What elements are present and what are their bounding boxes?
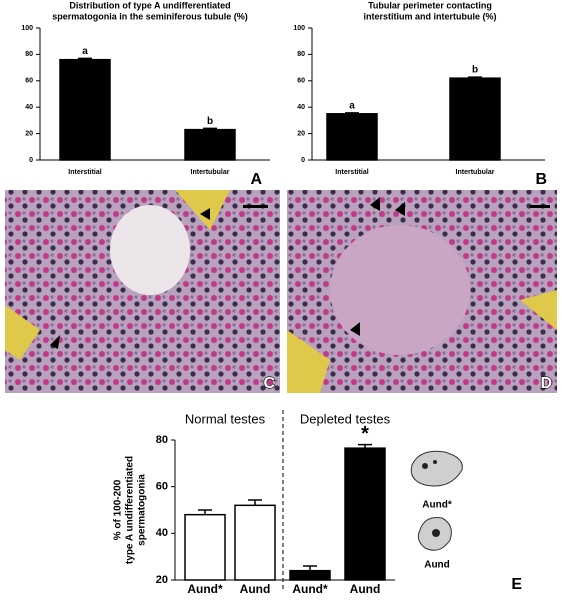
x-tick-label: Aund* [187,582,223,596]
error-bar [468,76,482,79]
micrograph [5,190,280,393]
y-tick-label: 60 [297,78,305,85]
panel-label: C [263,375,275,392]
panel-label: D [540,375,552,392]
y-tick-label: 40 [156,527,168,539]
y-axis-label: % of 100-200 [113,479,124,540]
y-tick-label: 80 [25,51,33,58]
y-tick-label: 80 [156,434,168,446]
y-tick-label: 80 [297,51,305,58]
y-tick-label: 40 [297,104,305,111]
y-tick-label: 60 [25,78,33,85]
y-tick-label: 100 [293,25,305,32]
y-axis-label: spermatogonia [137,474,148,546]
y-tick-label: 20 [297,130,305,137]
cell-label: Aund [424,560,450,571]
x-tick-label: Intertubular [191,169,230,176]
chart-title: Tubular perimeter contacting [368,0,492,10]
chart-title: spermatogonia in the seminiferous tubule… [52,11,248,21]
y-axis-label: type A undifferentiated [125,456,136,564]
error-bar [303,565,317,571]
y-tick-label: 40 [25,104,33,111]
x-tick-label: Aund [240,582,271,596]
y-tick-label: 20 [25,130,33,137]
bar [449,77,501,161]
chart-title: Distribution of type A undifferentiated [69,0,230,10]
panel-label: A [250,171,262,188]
cell-images [410,450,463,551]
bar [184,128,236,161]
x-tick-label: Intertubular [456,169,495,176]
y-tick-label: 100 [21,25,33,32]
x-tick-label: Interstitial [68,169,102,176]
x-tick-label: Aund [350,582,381,596]
x-tick-label: Interstitial [335,169,369,176]
error-bar [358,443,372,449]
group-label: Depleted testes [300,411,391,426]
bar [326,113,378,161]
cell-label: Aund* [422,500,452,511]
x-tick-label: Aund* [292,582,328,596]
annotation: b [207,116,213,127]
annotation: b [472,65,478,76]
bar [184,513,226,581]
bar [344,447,386,581]
y-tick-label: 0 [29,157,33,164]
error-bar [203,127,217,130]
group-label: Normal testes [185,411,266,426]
panel-label: B [535,171,547,188]
error-bar [198,509,212,515]
bar [59,58,111,161]
panel-label: E [511,576,522,593]
y-tick-label: 60 [156,481,168,493]
annotation: a [82,46,88,57]
annotation: a [349,101,355,112]
bar [234,504,276,581]
y-tick-label: 20 [156,574,168,586]
annotation: * [361,423,369,445]
bar [289,569,331,581]
micrograph [287,190,557,393]
error-bar [248,499,262,506]
error-bar [78,57,92,60]
error-bar [345,112,359,114]
y-tick-label: 0 [301,157,305,164]
chart-title: interstitium and intertubule (%) [363,11,496,21]
